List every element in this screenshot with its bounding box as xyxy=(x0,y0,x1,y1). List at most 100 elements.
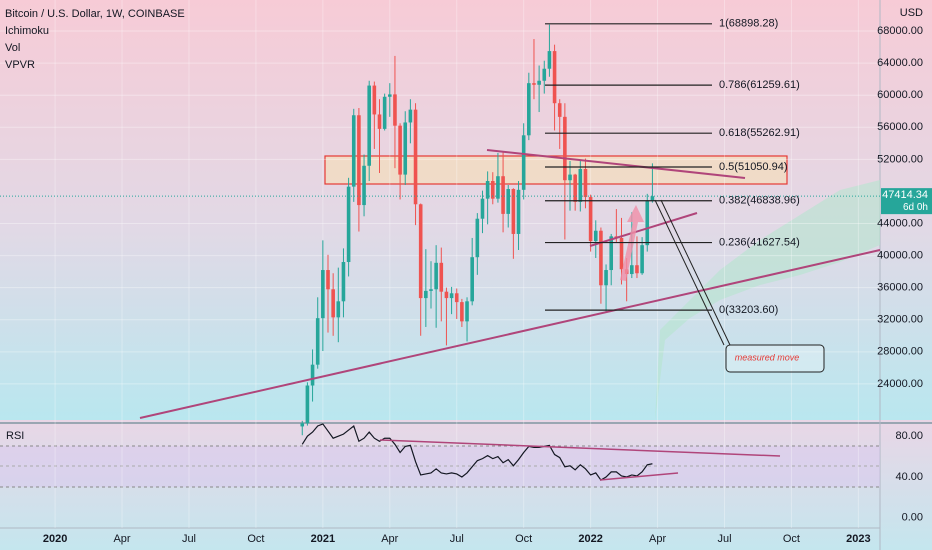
candle-body xyxy=(315,318,320,365)
indicator-label: Vol xyxy=(5,42,20,54)
marks xyxy=(300,24,655,481)
candle-body xyxy=(640,245,644,274)
annotation: measured move xyxy=(735,352,800,362)
candle-body xyxy=(357,115,361,206)
candle-body xyxy=(434,262,438,290)
x-tick-label: Apr xyxy=(649,533,666,545)
x-tick-label: Jul xyxy=(182,533,196,545)
candle-body xyxy=(331,289,335,318)
candle-body xyxy=(568,174,572,181)
candle-body xyxy=(413,109,418,205)
fib-label: 0.786(61259.61) xyxy=(719,79,800,91)
candle-body xyxy=(408,109,413,123)
y-tick-label: 40000.00 xyxy=(877,250,923,262)
rsi-trend-line xyxy=(599,472,679,481)
rsi-line xyxy=(301,423,653,481)
candle-body xyxy=(393,94,397,126)
candle-body xyxy=(475,218,480,258)
resistance-zone xyxy=(324,155,788,185)
candle-body xyxy=(377,114,382,129)
y-tick-label: 36000.00 xyxy=(877,282,923,294)
candle-body xyxy=(583,168,588,198)
candle-body xyxy=(465,301,469,322)
candle-body xyxy=(599,230,603,286)
x-tick-label: Apr xyxy=(113,533,130,545)
candle-body xyxy=(403,122,408,175)
candle-body xyxy=(516,189,521,234)
candle-body xyxy=(635,265,639,274)
x-tick-label: 2023 xyxy=(846,533,870,545)
x-tick-label: Oct xyxy=(247,533,264,545)
candle-body xyxy=(362,165,366,206)
trend-line xyxy=(589,212,698,247)
candle-body xyxy=(310,364,315,386)
y-tick-label: 28000.00 xyxy=(877,346,923,358)
chart-title: Bitcoin / U.S. Dollar, 1W, COINBASE xyxy=(5,8,185,20)
candle-body xyxy=(449,293,454,299)
candle-body xyxy=(470,257,474,302)
y-tick-label: 32000.00 xyxy=(877,314,923,326)
y-tick-label: 44000.00 xyxy=(877,217,923,229)
y-tick-label: 56000.00 xyxy=(877,121,923,133)
trend-line xyxy=(139,249,881,419)
fib-label: 1(68898.28) xyxy=(719,18,778,30)
rsi-tick-label: 0.00 xyxy=(902,512,923,524)
candle-body xyxy=(511,189,516,234)
candle-body xyxy=(521,135,526,190)
candle-body xyxy=(604,270,608,286)
candle-body xyxy=(382,96,387,129)
candle-body xyxy=(578,168,583,202)
fib-label: 0.236(41627.54) xyxy=(719,236,800,248)
indicator-label: Ichimoku xyxy=(5,25,49,37)
candle-body xyxy=(429,289,433,291)
candle-body xyxy=(542,68,547,81)
candle-body xyxy=(387,94,392,97)
candle-body xyxy=(496,176,500,199)
candle-body xyxy=(305,385,310,424)
candle-body xyxy=(527,83,531,136)
x-tick-label: 2021 xyxy=(311,533,335,545)
candle-body xyxy=(424,290,428,299)
candle-body xyxy=(351,115,356,187)
candle-body xyxy=(619,237,624,270)
candle-body xyxy=(609,236,614,271)
rsi-tick-label: 40.00 xyxy=(895,471,923,483)
indicator-label: VPVR xyxy=(5,59,35,71)
x-tick-label: Apr xyxy=(381,533,398,545)
rsi-trend-line xyxy=(379,439,781,457)
x-tick-label: 2020 xyxy=(43,533,67,545)
candle-body xyxy=(367,85,371,166)
price-tag xyxy=(881,188,932,215)
measured-move-line xyxy=(660,199,731,346)
x-tick-label: Jul xyxy=(450,533,464,545)
candle-body xyxy=(418,204,423,299)
candle-body xyxy=(645,201,650,246)
candle-body xyxy=(588,197,593,242)
fib-label: 0.5(51050.94) xyxy=(719,161,788,173)
annotation-box xyxy=(725,344,825,373)
candle-body xyxy=(532,83,536,85)
candle-body xyxy=(341,262,346,302)
ichimoku-cloud xyxy=(655,180,880,420)
candle-body xyxy=(490,181,495,199)
candle-body xyxy=(326,270,330,290)
candle-body xyxy=(501,176,505,214)
measured-move-line xyxy=(654,199,725,346)
fib-label: 0(33203.60) xyxy=(719,304,778,316)
candle-body xyxy=(485,181,490,199)
candle-body xyxy=(593,230,598,242)
candle-body xyxy=(552,51,557,104)
candle-body xyxy=(547,51,552,69)
candle-body xyxy=(398,125,402,175)
candle-body xyxy=(557,103,562,117)
candle-body xyxy=(573,174,577,202)
candle-body xyxy=(630,265,634,275)
price-tag-value: 47414.34 xyxy=(882,189,928,201)
candle-body xyxy=(336,301,341,318)
main-pane xyxy=(0,0,932,420)
candle-body xyxy=(460,302,464,322)
trend-line xyxy=(486,149,746,179)
candle-body xyxy=(650,196,655,202)
candle-body xyxy=(480,198,485,219)
